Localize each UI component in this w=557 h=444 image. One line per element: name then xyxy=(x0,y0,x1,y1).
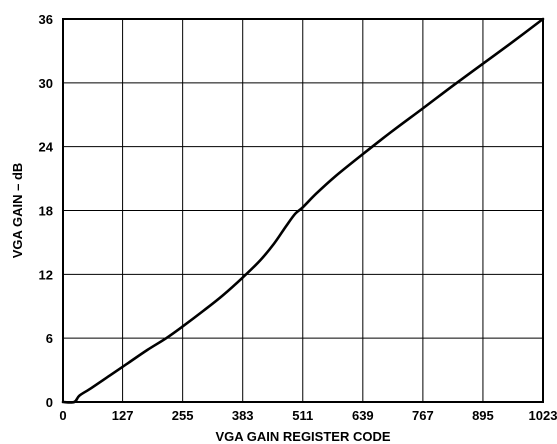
x-tick-label: 639 xyxy=(352,408,374,423)
y-tick-label: 0 xyxy=(46,395,53,410)
x-axis-title: VGA GAIN REGISTER CODE xyxy=(215,429,390,444)
gain-curve xyxy=(61,17,545,404)
y-tick-label: 24 xyxy=(39,140,54,155)
y-tick-label: 18 xyxy=(39,204,53,219)
series-layer xyxy=(61,17,545,404)
x-tick-label: 767 xyxy=(412,408,434,423)
grid xyxy=(63,19,543,402)
y-tick-label: 30 xyxy=(39,76,53,91)
x-tick-label: 511 xyxy=(292,408,313,423)
x-tick-labels: 0 127 255 383 511 639 767 895 1023 xyxy=(59,408,557,423)
y-tick-label: 12 xyxy=(39,267,53,282)
y-tick-label: 36 xyxy=(39,12,53,27)
plot-frame xyxy=(62,18,544,403)
x-tick-label: 895 xyxy=(472,408,494,423)
x-tick-label: 127 xyxy=(112,408,134,423)
y-axis-title: VGA GAIN – dB xyxy=(10,163,25,259)
y-tick-label: 6 xyxy=(46,331,53,346)
x-tick-label: 255 xyxy=(172,408,194,423)
x-tick-label: 0 xyxy=(59,408,66,423)
x-tick-label: 383 xyxy=(232,408,254,423)
x-tick-label: 1023 xyxy=(529,408,557,423)
y-tick-labels: 0 6 12 18 24 30 36 xyxy=(39,12,54,410)
